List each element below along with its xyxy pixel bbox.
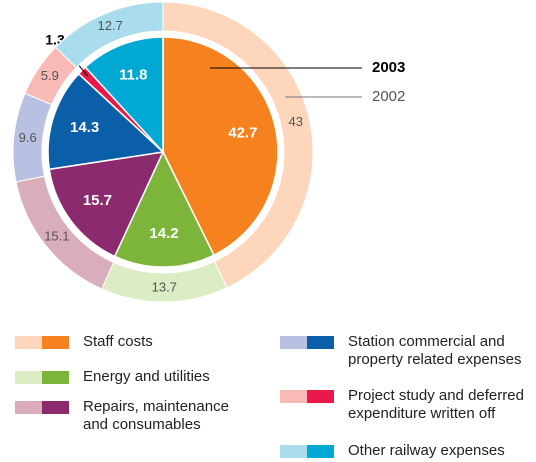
legend-item: Energy and utilities — [15, 368, 273, 386]
series-label: 2002 — [372, 88, 405, 105]
legend-label: Other railway expenses — [348, 442, 505, 459]
legend-label: Energy and utilities — [83, 368, 210, 385]
data-label: 42.7 — [228, 124, 257, 141]
swatch-part — [42, 336, 69, 349]
legend-item: Repairs, maintenance and consumables — [15, 398, 253, 434]
swatch-part — [307, 445, 334, 458]
swatch-part — [280, 336, 307, 349]
swatch-part — [307, 390, 334, 403]
data-label: 14.3 — [70, 119, 99, 136]
legend-label: Staff costs — [83, 333, 153, 350]
swatch-part — [307, 336, 334, 349]
legend-swatch — [280, 336, 334, 349]
data-label: 15.7 — [83, 192, 112, 209]
legend-swatch — [280, 390, 334, 403]
swatch-part — [15, 371, 42, 384]
swatch-part — [280, 390, 307, 403]
legend-item: Staff costs — [15, 333, 273, 351]
swatch-part — [15, 401, 42, 414]
swatch-part — [15, 336, 42, 349]
swatch-part — [280, 445, 307, 458]
pie-slice — [162, 36, 279, 257]
legend-label: Station commercial and property related … — [348, 333, 522, 368]
legend-label: Project study and deferred expenditure w… — [348, 387, 524, 422]
legend-swatch — [280, 445, 334, 458]
data-label: 9.6 — [19, 130, 37, 145]
data-label: 15.1 — [44, 228, 69, 243]
pie-slice — [48, 151, 165, 258]
swatch-part — [42, 371, 69, 384]
legend-swatch — [15, 401, 69, 414]
data-label: 14.2 — [149, 225, 178, 242]
swatch-part — [42, 401, 69, 414]
chart: 42.714.215.714.31.311.84313.715.19.65.91… — [12, 1, 405, 303]
legend-item: Other railway expenses — [280, 442, 536, 460]
data-label: 13.7 — [152, 279, 177, 294]
legend-item: Project study and deferred expenditure w… — [280, 387, 536, 423]
pie-slice — [84, 36, 164, 154]
pie-slice — [113, 150, 215, 268]
data-label: 11.8 — [119, 67, 147, 84]
legend-swatch — [15, 371, 69, 384]
data-label: 12.7 — [98, 18, 123, 33]
pie-slice — [47, 72, 165, 171]
ring-slice — [54, 1, 164, 69]
data-label: 5.9 — [41, 68, 59, 83]
legend-label: Repairs, maintenance and consumables — [83, 398, 229, 433]
legend-swatch — [15, 336, 69, 349]
data-label: 43 — [288, 114, 302, 129]
legend-item: Station commercial and property related … — [280, 333, 536, 369]
series-label: 2003 — [372, 59, 405, 76]
